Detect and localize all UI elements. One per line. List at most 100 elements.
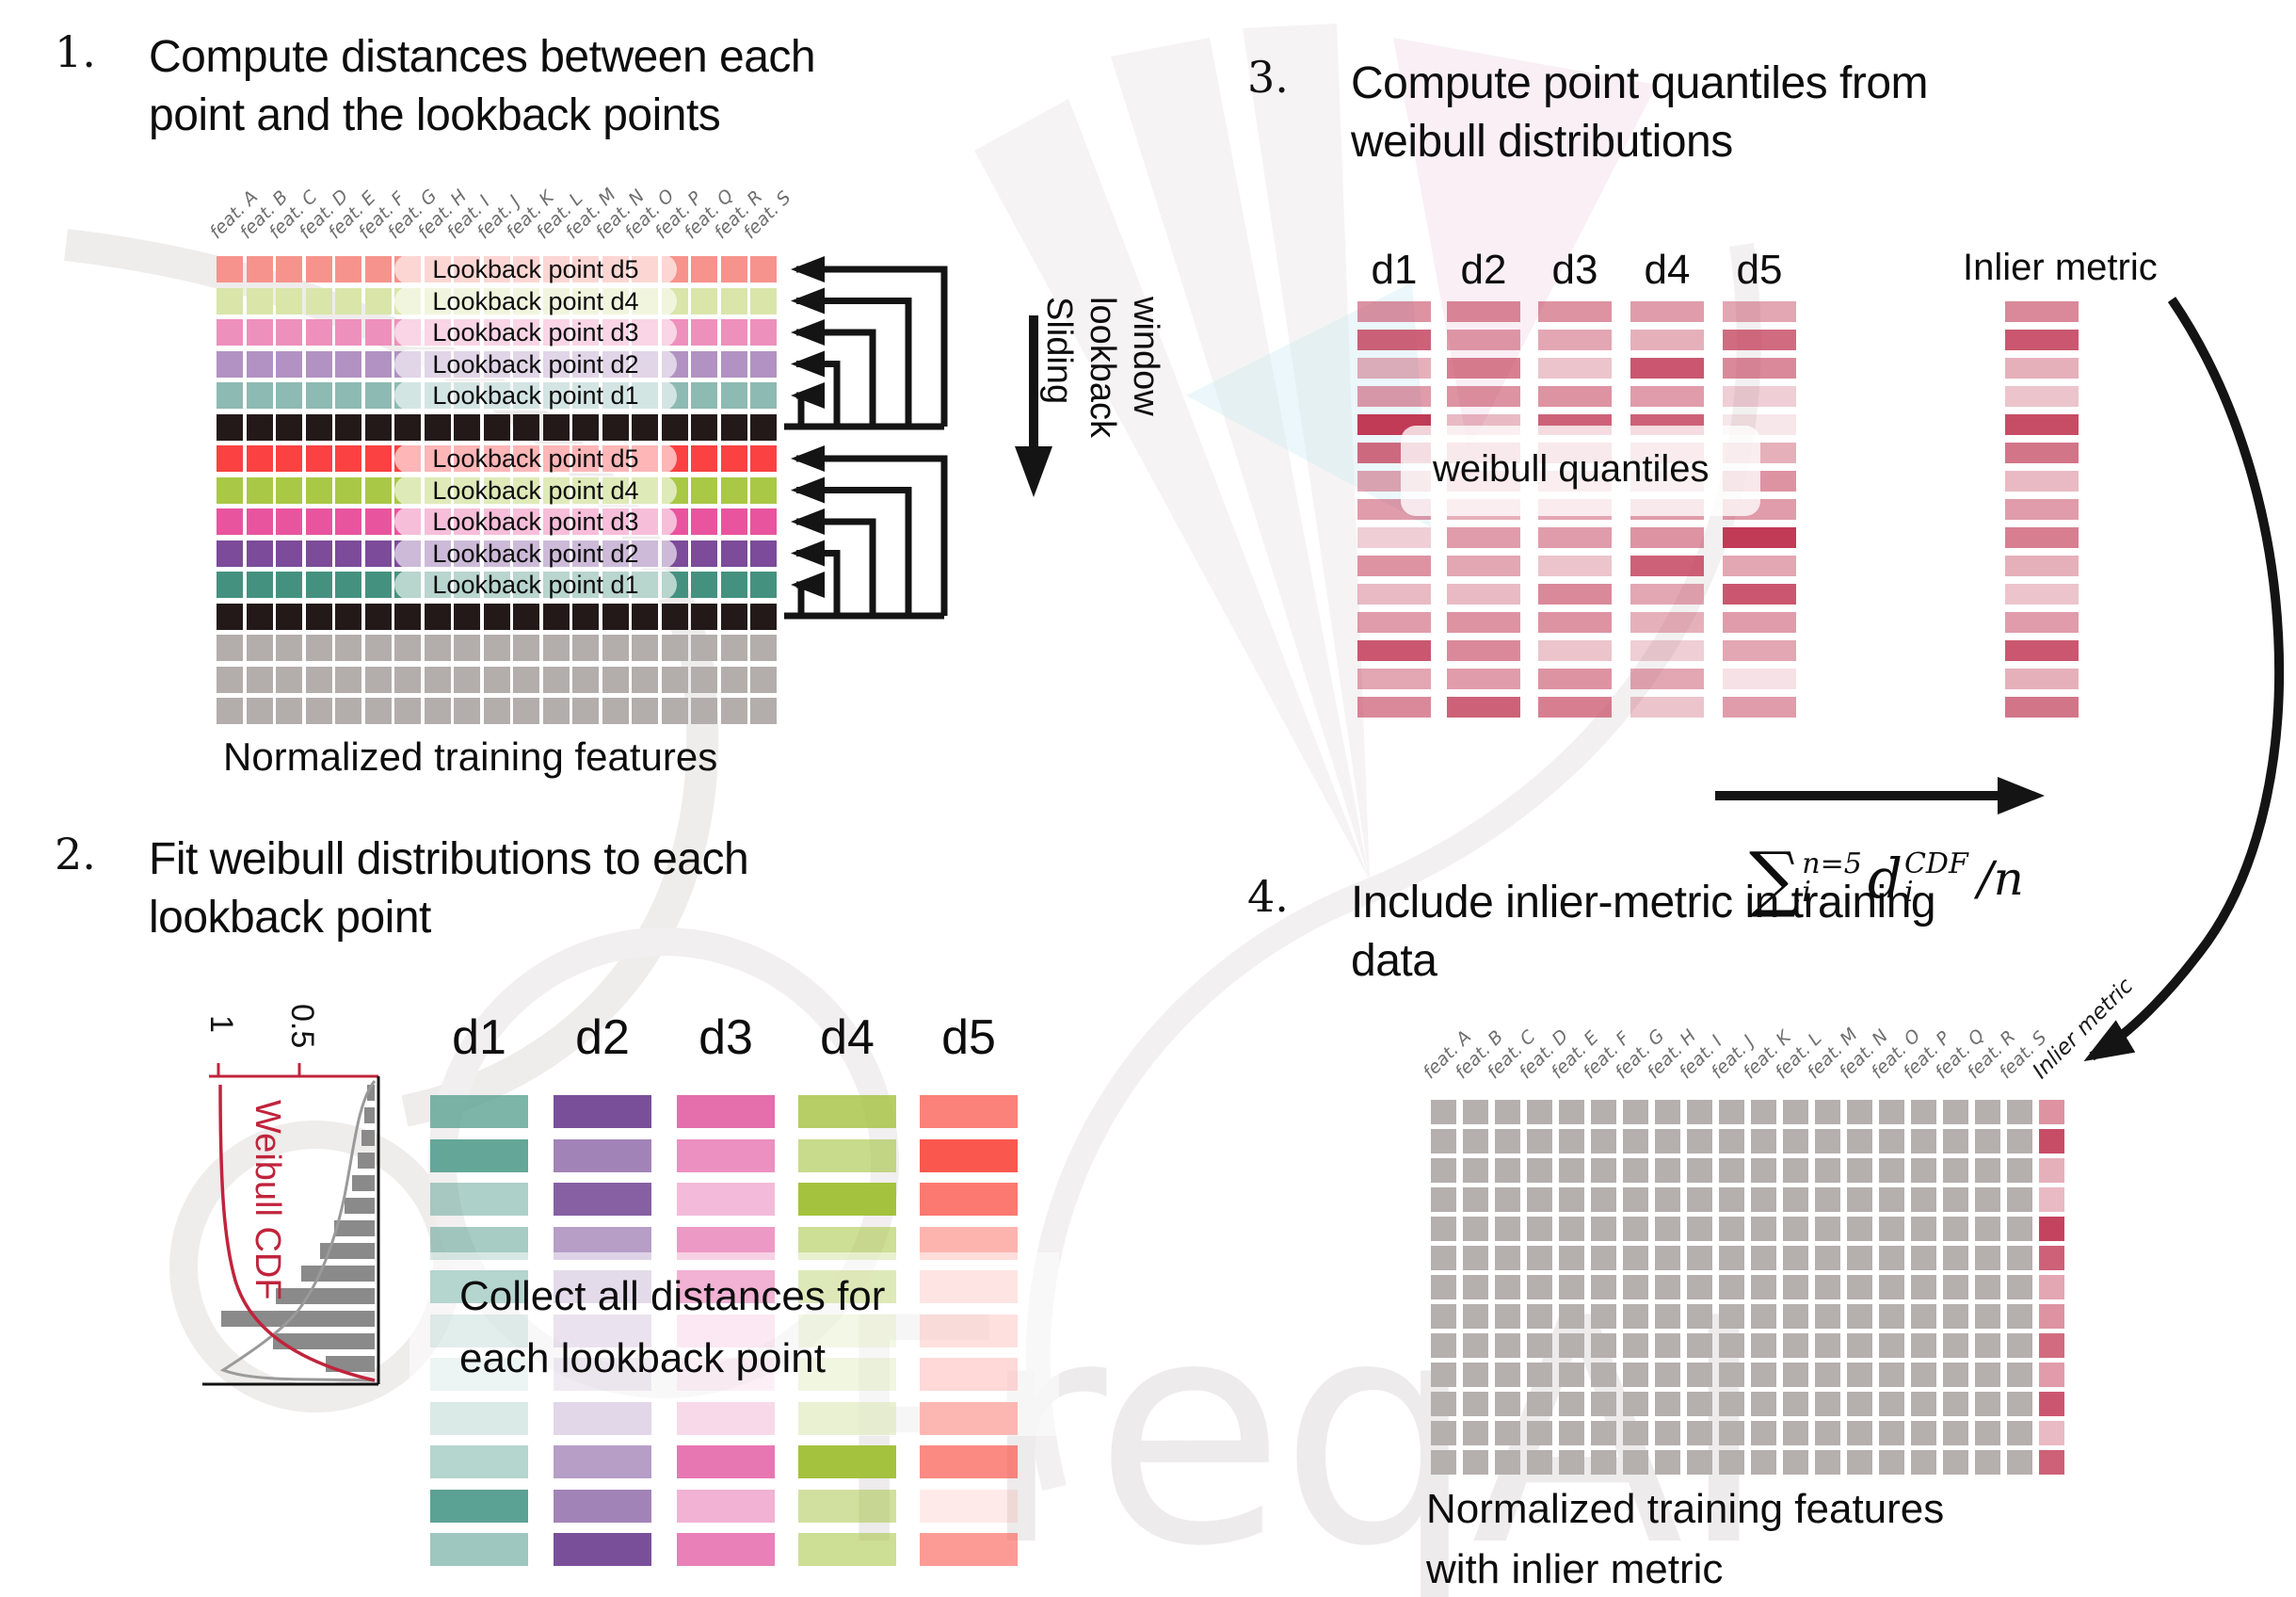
grid-cell [1783, 1246, 1808, 1270]
grid-cell [1431, 1363, 1456, 1387]
lookback-row-label: Lookback point d4 [432, 476, 639, 505]
grid-cell [1719, 1187, 1744, 1212]
grid-cell [2007, 1392, 2032, 1416]
quantile-bar [1630, 301, 1704, 322]
quantile-bar [1630, 640, 1704, 661]
histogram-bar [334, 1220, 375, 1236]
grid-cell [1591, 1187, 1616, 1212]
grid-cell [632, 413, 658, 441]
quantile-bar [1630, 330, 1704, 350]
grid-cell [1591, 1129, 1616, 1153]
grid-cell [1431, 1158, 1456, 1183]
grid-cell [513, 603, 539, 630]
grid-cell [246, 698, 273, 724]
grid-cell [691, 319, 717, 346]
grid-cell [246, 603, 273, 630]
grid-cell [305, 476, 332, 504]
step1-caption: Normalized training features [223, 734, 718, 779]
grid-cell [246, 508, 273, 535]
inlier-metric-bar [2005, 556, 2079, 576]
lookback-row-label: Lookback point d5 [432, 255, 639, 283]
grid-cell [217, 350, 243, 378]
inlier-metric-bar [2005, 640, 2079, 661]
grid-cell [2007, 1217, 2032, 1241]
distance-bar [798, 1445, 896, 1478]
inlier-metric-cell [2039, 1246, 2064, 1270]
grid-cell [217, 319, 243, 346]
grid-cell [1783, 1450, 1808, 1475]
formula-tail: /n [1977, 851, 2024, 906]
histogram-bar [326, 1356, 375, 1372]
grid-cell [1463, 1450, 1488, 1475]
quantile-bar [1538, 556, 1612, 576]
grid-cell [1655, 1392, 1680, 1416]
step4-caption-line2: with inlier metric [1426, 1546, 1724, 1592]
grid-cell [1655, 1100, 1680, 1124]
quantile-bar [1447, 301, 1520, 322]
quantile-bar [1447, 697, 1520, 718]
grid-cell [1847, 1217, 1872, 1241]
grid-cell [1655, 1421, 1680, 1445]
quantile-bar [1447, 556, 1520, 576]
grid-cell [513, 413, 539, 441]
lookback-row-label: Lookback point d1 [432, 381, 639, 410]
quantile-bar [1538, 527, 1612, 548]
quantile-bar [1538, 640, 1612, 661]
grid-cell [276, 635, 302, 661]
grid-cell [750, 256, 777, 282]
weibull-cdf-plot: 1 0.5 Weibull CDF [202, 1004, 380, 1386]
distance-bar [677, 1183, 775, 1216]
histogram-bar [364, 1107, 375, 1123]
grid-cell [1975, 1450, 2000, 1475]
sliding-window-label-word2: lookback [1083, 297, 1122, 438]
quantile-bar [1538, 330, 1612, 350]
grid-cell [1751, 1333, 1776, 1358]
histogram-bar [358, 1153, 375, 1169]
formula-sigma: ∑ [1749, 836, 1801, 920]
quantile-bar [1723, 330, 1796, 350]
grid-cell [276, 319, 302, 346]
grid-cell [1463, 1392, 1488, 1416]
inlier-metric-bar [2005, 471, 2079, 492]
grid-cell [1879, 1450, 1904, 1475]
grid-cell [1911, 1392, 1936, 1416]
grid-cell [335, 666, 361, 693]
grid-cell [632, 635, 658, 661]
grid-cell [246, 476, 273, 504]
quantile-bar [1723, 301, 1796, 322]
grid-cell [1719, 1217, 1744, 1241]
grid-cell [1495, 1217, 1520, 1241]
grid-cell [1623, 1246, 1648, 1270]
grid-cell [1431, 1275, 1456, 1299]
step3-title-line2: weibull distributions [1351, 117, 1733, 167]
inlier-metric-cell [2039, 1304, 2064, 1329]
grid-cell [364, 413, 392, 441]
grid-cell [217, 445, 243, 472]
grid-cell [1655, 1187, 1680, 1212]
inlier-metric-label: Inlier metric [1963, 247, 2158, 288]
quantile-bar [1357, 584, 1431, 605]
grid-cell [720, 540, 747, 567]
grid-cell [1463, 1158, 1488, 1183]
grid-cell [691, 666, 717, 693]
grid-cell [1815, 1304, 1840, 1329]
grid-cell [1463, 1129, 1488, 1153]
grid-cell [246, 413, 273, 441]
grid-cell [1527, 1217, 1552, 1241]
grid-cell [1943, 1363, 1968, 1387]
grid-cell [1911, 1129, 1936, 1153]
inlier-metric-cell [2039, 1158, 2064, 1183]
grid-cell [691, 508, 717, 535]
grid-cell [1687, 1100, 1712, 1124]
quantile-bar [1447, 669, 1520, 689]
grid-cell [1751, 1129, 1776, 1153]
inlier-metric-bar [2005, 301, 2079, 322]
grid-cell [1687, 1392, 1712, 1416]
grid-cell [1783, 1158, 1808, 1183]
grid-cell [335, 287, 361, 315]
grid-cell [454, 698, 480, 724]
grid-cell [1591, 1217, 1616, 1241]
grid-cell [1559, 1363, 1584, 1387]
step2-note-line2: each lookback point [459, 1335, 826, 1381]
grid-cell [691, 413, 717, 441]
